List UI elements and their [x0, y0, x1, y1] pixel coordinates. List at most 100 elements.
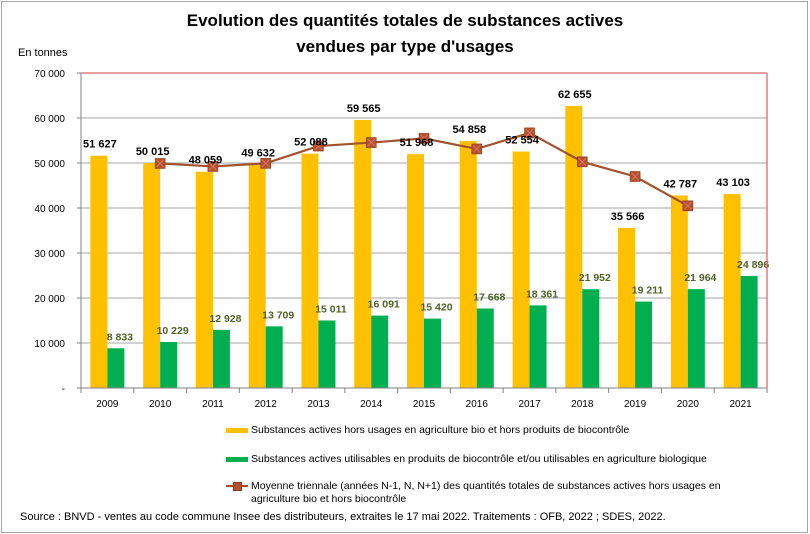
- bar-substances-hors-bio: [195, 171, 213, 388]
- bar-substances-hors-bio: [143, 162, 161, 388]
- bar-substances-hors-bio: [459, 141, 477, 388]
- moving-average-marker-cross: [420, 134, 428, 143]
- x-tick-label: 2012: [255, 399, 278, 410]
- y-tick-label: 30 000: [34, 249, 65, 260]
- moving-average-marker-cross: [472, 145, 481, 153]
- moving-average-marker-cross: [261, 159, 270, 168]
- y-tick-label: -: [62, 384, 65, 395]
- y-tick-label: 50 000: [34, 159, 65, 170]
- y-axis-ticks: - 10 000 20 000 30 000 40 000 50 000 60 000 70 …: [34, 69, 82, 395]
- data-label-green: 24 896: [737, 259, 769, 271]
- legend-item-moving-average[interactable]: Moyenne triennale (années N-1, N, N+1) d…: [226, 480, 771, 506]
- moving-average-marker-cross: [525, 129, 534, 137]
- legend-swatch-green: [226, 457, 248, 462]
- bar-substances-biocontrole: [318, 320, 336, 388]
- moving-average-marker-cross: [156, 159, 165, 168]
- legend-label: Substances actives utilisables en produi…: [251, 453, 707, 465]
- y-tick-label: 70 000: [34, 69, 65, 80]
- legend-label: Moyenne triennale (années N-1, N, N+1) d…: [251, 480, 721, 505]
- data-label-green: 19 211: [632, 285, 664, 297]
- moving-average-marker-cross: [314, 142, 323, 150]
- data-label-green: 15 011: [315, 303, 347, 315]
- bar-substances-biocontrole: [635, 301, 653, 388]
- moving-average-line: [154, 127, 694, 212]
- data-label-yellow: 59 565: [347, 103, 381, 115]
- y-tick-label: 10 000: [34, 339, 65, 350]
- bar-substances-hors-bio: [618, 227, 636, 388]
- x-axis: 2009 2010 2011 2012 2013 2014 2015 2016 2017 2018…: [80, 387, 768, 410]
- bars: [90, 106, 758, 389]
- moving-average-marker-cross: [683, 201, 692, 210]
- bar-substances-biocontrole: [371, 315, 389, 388]
- x-tick-label: 2020: [677, 399, 700, 410]
- data-label-yellow: 43 103: [716, 177, 750, 189]
- bar-substances-biocontrole: [740, 275, 758, 388]
- x-tick-label: 2016: [466, 399, 489, 410]
- bar-substances-biocontrole: [582, 289, 600, 388]
- bar-substances-hors-bio: [407, 154, 424, 388]
- bar-substances-biocontrole: [687, 289, 705, 388]
- data-label-green: 18 361: [526, 288, 558, 300]
- x-tick-label: 2017: [518, 399, 541, 410]
- x-tick-label: 2018: [571, 399, 594, 410]
- legend-item-green-bars[interactable]: Substances actives utilisables en produi…: [226, 453, 707, 465]
- x-tick-label: 2015: [413, 399, 436, 410]
- data-label-green: 8 833: [107, 331, 133, 343]
- legend-line-marker-icon: [226, 480, 248, 492]
- bar-substances-hors-bio: [248, 164, 266, 388]
- legend-label: Substances actives hors usages en agricu…: [251, 424, 630, 436]
- chart-title-line-2: vendues par type d'usages: [296, 37, 514, 56]
- bar-substances-hors-bio: [565, 106, 583, 389]
- chart-title-line-1: Evolution des quantités totales de subst…: [186, 11, 624, 30]
- bar-substances-biocontrole: [424, 318, 441, 388]
- data-labels: 51 627 8 833 50 015 10 229 48 059 12 928 49 63…: [83, 89, 769, 343]
- data-label-yellow: 49 632: [241, 148, 275, 160]
- data-label-green: 17 668: [473, 291, 505, 303]
- chart-title: Evolution des quantités totales de subst…: [0, 8, 810, 60]
- bar-substances-hors-bio: [354, 119, 372, 389]
- bar-substances-hors-bio: [670, 195, 688, 388]
- data-label-green: 21 964: [684, 272, 716, 284]
- moving-average-marker-cross: [631, 172, 639, 181]
- source-note: Source : BNVD - ventes au code commune I…: [20, 511, 666, 523]
- data-label-yellow: 54 858: [452, 124, 486, 136]
- data-label-yellow: 62 655: [558, 89, 592, 101]
- x-tick-label: 2021: [729, 399, 752, 410]
- x-tick-label: 2014: [360, 399, 383, 410]
- data-label-yellow: 52 088: [294, 137, 328, 149]
- moving-average-marker-cross: [578, 157, 587, 166]
- data-label-green: 12 928: [209, 313, 241, 325]
- data-label-yellow: 48 059: [189, 155, 223, 167]
- data-label-green: 10 229: [157, 325, 189, 337]
- x-tick-label: 2009: [96, 399, 119, 410]
- data-label-yellow: 42 787: [664, 178, 698, 190]
- legend-swatch-yellow: [226, 428, 248, 433]
- data-label-yellow: 50 015: [136, 146, 170, 158]
- data-label-green: 21 952: [579, 272, 611, 284]
- bar-substances-hors-bio: [90, 155, 108, 388]
- moving-average-marker-cross: [367, 138, 376, 147]
- bar-substances-biocontrole: [476, 308, 494, 388]
- bar-substances-biocontrole: [160, 341, 178, 388]
- bar-substances-biocontrole: [265, 326, 283, 388]
- data-label-yellow: 51 968: [400, 137, 434, 149]
- x-tick-label: 2019: [624, 399, 647, 410]
- y-axis-unit-label: En tonnes: [18, 47, 68, 59]
- legend-item-yellow-bars[interactable]: Substances actives hors usages en agricu…: [226, 424, 629, 436]
- moving-average-marker-cross: [209, 162, 217, 171]
- bar-substances-hors-bio: [512, 151, 530, 388]
- data-label-yellow: 52 554: [505, 135, 540, 147]
- bar-substances-biocontrole: [212, 329, 230, 388]
- bar-substances-hors-bio: [723, 194, 741, 388]
- y-tick-label: 60 000: [34, 114, 65, 125]
- x-tick-label: 2011: [202, 399, 224, 410]
- y-tick-label: 20 000: [34, 294, 65, 305]
- data-label-yellow: 51 627: [83, 139, 117, 151]
- data-label-green: 13 709: [262, 309, 294, 321]
- data-label-green: 16 091: [368, 299, 400, 311]
- data-label-green: 15 420: [420, 302, 452, 314]
- data-label-yellow: 35 566: [611, 211, 645, 223]
- x-tick-label: 2013: [307, 399, 330, 410]
- bar-substances-biocontrole: [107, 348, 125, 388]
